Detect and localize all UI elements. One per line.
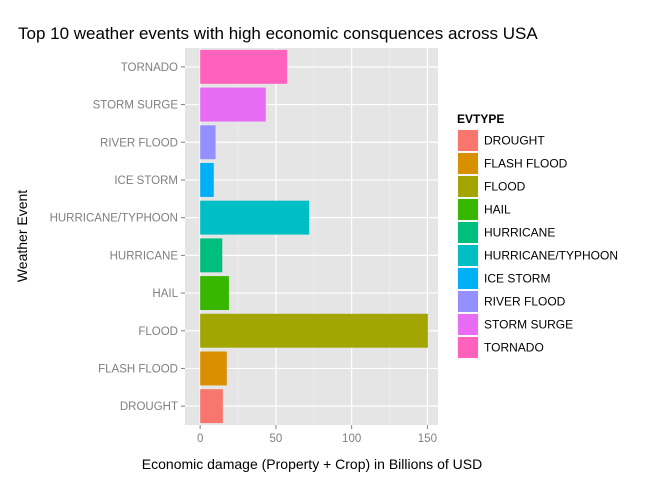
legend-swatch — [458, 314, 478, 335]
bar-hurricane — [200, 238, 223, 273]
x-tick-label: 50 — [269, 433, 282, 445]
bar-drought — [200, 389, 223, 424]
y-tick-label: RIVER FLOOD — [100, 137, 178, 149]
legend-label: DROUGHT — [484, 134, 545, 148]
y-tick-label: TORNADO — [121, 62, 178, 74]
x-tick-label: 100 — [342, 433, 361, 445]
legend-swatch — [458, 222, 478, 243]
y-tick-label: ICE STORM — [114, 175, 178, 187]
bar-tornado — [200, 49, 288, 84]
x-tick-label: 0 — [197, 433, 203, 445]
legend-label: FLOOD — [484, 180, 526, 194]
bar-hail — [200, 276, 229, 311]
bar-flood — [200, 313, 428, 348]
y-axis-title: Weather Event — [14, 190, 30, 282]
legend-label: RIVER FLOOD — [484, 295, 566, 309]
legend-title: EVTYPE — [457, 112, 504, 126]
bar-river-flood — [200, 125, 216, 160]
y-tick-label: HURRICANE/TYPHOON — [50, 213, 178, 225]
legend-label: TORNADO — [484, 341, 544, 355]
bar-ice-storm — [200, 162, 214, 197]
legend-swatch — [458, 245, 478, 266]
legend-swatch — [458, 268, 478, 289]
y-axis: DROUGHT FLASH FLOOD FLOOD HAIL HURRICANE HURR… — [50, 62, 185, 413]
y-tick-label: FLASH FLOOD — [98, 363, 178, 375]
legend-swatch — [458, 291, 478, 312]
y-tick-label: DROUGHT — [120, 401, 178, 413]
legend-label: STORM SURGE — [484, 318, 573, 332]
legend-swatch — [458, 176, 478, 197]
legend-items: DROUGHT FLASH FLOOD FLOOD HAIL HURRICANE HURR… — [456, 128, 618, 360]
x-tick-label: 150 — [418, 433, 437, 445]
bars — [200, 49, 428, 424]
y-tick-label: STORM SURGE — [93, 100, 179, 112]
legend: EVTYPE DROUGHT FLASH FLOOD FLOOD HAIL HURRIC… — [456, 112, 618, 360]
y-tick-label: FLOOD — [138, 326, 178, 338]
legend-swatch — [458, 130, 478, 151]
legend-label: ICE STORM — [484, 272, 550, 286]
x-axis: 0 50 100 150 — [197, 425, 437, 445]
legend-swatch — [458, 337, 478, 358]
legend-label: FLASH FLOOD — [484, 157, 568, 171]
legend-label: HAIL — [484, 203, 511, 217]
y-tick-label: HAIL — [152, 288, 178, 300]
bar-hurricane-typhoon — [200, 200, 310, 235]
bar-flash-flood — [200, 351, 227, 386]
chart-title: Top 10 weather events with high economic… — [18, 24, 538, 43]
legend-swatch — [458, 153, 478, 174]
legend-label: HURRICANE/TYPHOON — [484, 249, 618, 263]
y-tick-label: HURRICANE — [110, 250, 179, 262]
x-axis-title: Economic damage (Property + Crop) in Bil… — [142, 456, 482, 472]
bar-storm-surge — [200, 87, 266, 122]
legend-label: HURRICANE — [484, 226, 555, 240]
legend-swatch — [458, 199, 478, 220]
